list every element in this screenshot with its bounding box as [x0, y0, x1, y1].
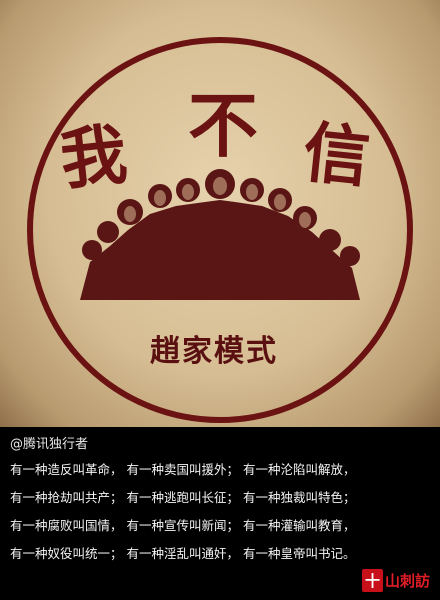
title-char-2: 不 — [188, 84, 258, 167]
post-text-panel: @腾讯独行者 有一种造反叫革命， 有一种卖国叫援外； 有一种沦陷叫解放， 有一种… — [0, 427, 440, 600]
text-line: 有一种造反叫革命， 有一种卖国叫援外； 有一种沦陷叫解放， — [10, 462, 356, 477]
circle-frame — [27, 37, 413, 423]
watermark-mark: 十 — [361, 569, 383, 592]
crowd-silhouette — [80, 169, 360, 300]
poster-artwork — [27, 37, 413, 423]
title-char-1: 我 — [56, 114, 131, 200]
text-line: 有一种奴役叫统一； 有一种淫乱叫通奸， 有一种皇帝叫书记。 — [10, 546, 356, 561]
title-char-3: 信 — [299, 112, 374, 198]
watermark-text: 山刺訪 — [384, 572, 430, 590]
text-line: 有一种抢劫叫共产； 有一种逃跑叫长征； 有一种独裁叫特色； — [10, 490, 356, 505]
text-line: 有一种腐败叫国情， 有一种宣传叫新闻； 有一种灌输叫教育， — [10, 518, 356, 533]
poster-caption: 趙家模式 — [150, 334, 278, 369]
propaganda-poster: 我 不 信 趙家模式 — [0, 0, 440, 427]
watermark-logo: 十 山刺訪 — [361, 569, 430, 592]
author-handle: @腾讯独行者 — [10, 437, 89, 452]
